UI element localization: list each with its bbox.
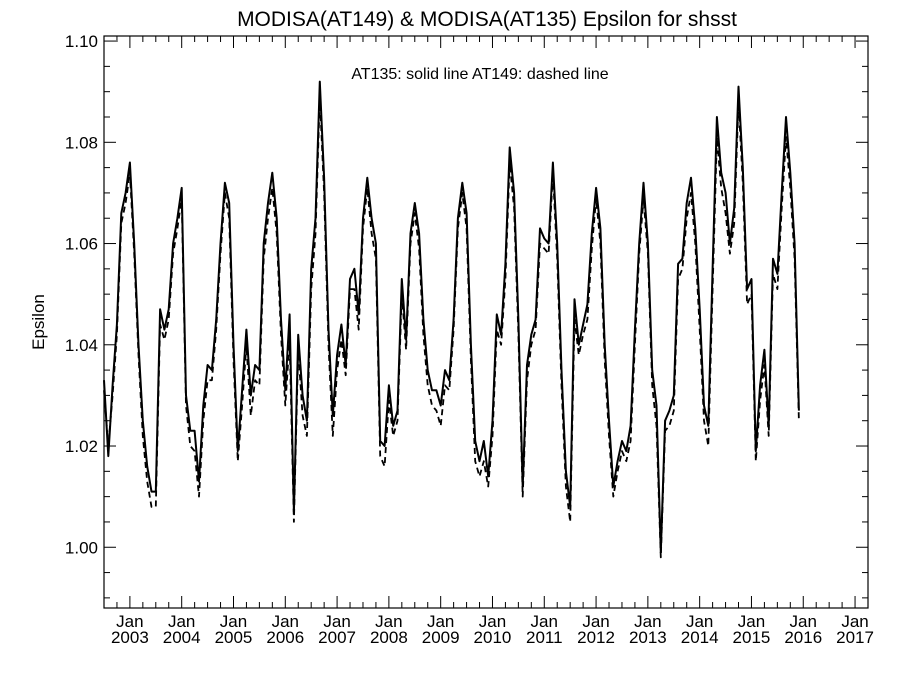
y-tick-label: 1.04 — [65, 336, 98, 355]
x-tick-year: 2014 — [681, 628, 719, 647]
x-tick-year: 2004 — [163, 628, 201, 647]
axis-ticks — [103, 36, 869, 608]
x-tick-year: 2011 — [526, 628, 563, 647]
x-tick-month: Jan — [375, 612, 402, 631]
y-tick-label: 1.06 — [65, 235, 98, 254]
chart-title: MODISA(AT149) & MODISA(AT135) Epsilon fo… — [237, 8, 737, 31]
series-lines — [103, 80, 800, 559]
y-axis-label: Epsilon — [29, 294, 48, 350]
x-tick-month: Jan — [116, 612, 143, 631]
x-tick-year: 2012 — [577, 628, 615, 647]
x-tick-month: Jan — [738, 612, 765, 631]
x-tick-year: 2017 — [836, 628, 874, 647]
x-tick-year: 2009 — [422, 628, 460, 647]
x-tick-month: Jan — [220, 612, 247, 631]
y-tick-label: 1.10 — [65, 32, 98, 51]
x-tick-month: Jan — [841, 612, 868, 631]
plot-area — [103, 35, 869, 609]
x-tick-year: 2007 — [318, 628, 356, 647]
x-tick-month: Jan — [479, 612, 506, 631]
series-at149-line — [103, 95, 800, 559]
x-tick-year: 2010 — [474, 628, 512, 647]
series-at135-line — [103, 80, 800, 554]
y-tick-labels: 1.00 1.02 1.04 1.06 1.08 1.10 — [65, 32, 98, 557]
x-tick-year: 2008 — [370, 628, 408, 647]
plot-frame — [103, 35, 869, 609]
x-tick-year: 2013 — [629, 628, 667, 647]
y-tick-label: 1.00 — [65, 538, 98, 557]
x-tick-month: Jan — [686, 612, 713, 631]
x-tick-month: Jan — [790, 612, 817, 631]
x-tick-month: Jan — [323, 612, 350, 631]
x-tick-month: Jan — [634, 612, 661, 631]
x-tick-month: Jan — [531, 612, 558, 631]
y-tick-label: 1.08 — [65, 133, 98, 152]
x-tick-month: Jan — [427, 612, 454, 631]
x-tick-year: 2006 — [266, 628, 304, 647]
x-tick-year: 2005 — [215, 628, 253, 647]
x-tick-year: 2003 — [111, 628, 149, 647]
x-tick-year: 2015 — [733, 628, 771, 647]
x-tick-year: 2016 — [784, 628, 822, 647]
x-tick-labels: Jan2003Jan2004Jan2005Jan2006Jan2007Jan20… — [111, 612, 874, 647]
legend-annotation: AT135: solid line AT149: dashed line — [351, 66, 608, 83]
x-tick-month: Jan — [272, 612, 299, 631]
x-tick-month: Jan — [582, 612, 609, 631]
x-tick-month: Jan — [168, 612, 195, 631]
y-tick-label: 1.02 — [65, 437, 98, 456]
